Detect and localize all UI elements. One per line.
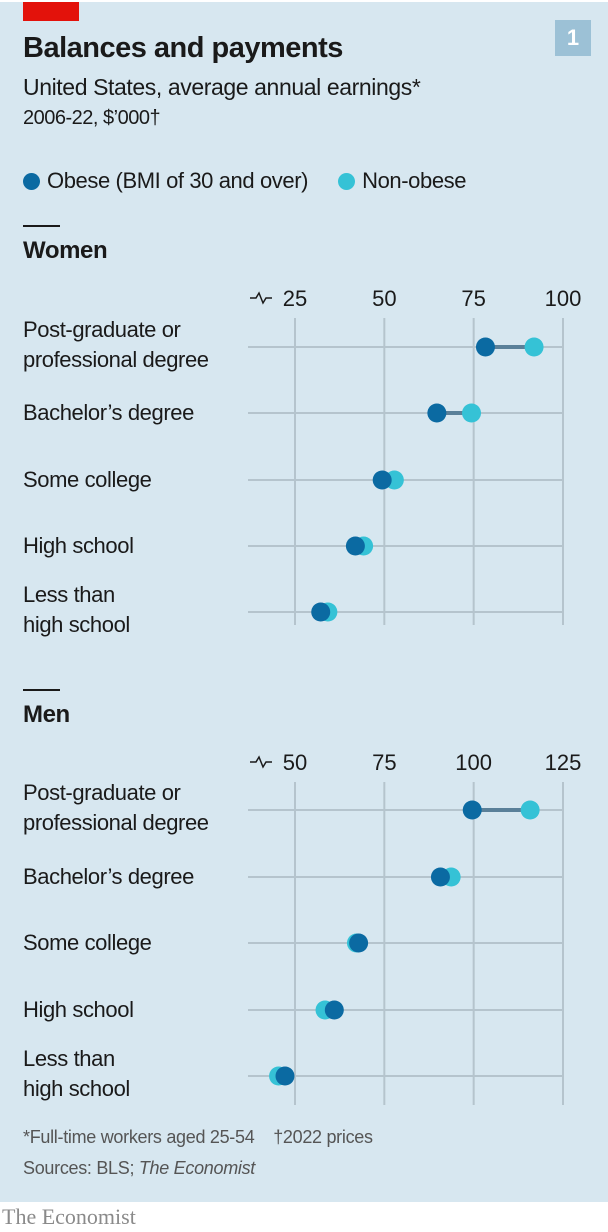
category-label-line: Some college <box>23 930 152 955</box>
dot-obese <box>462 800 482 820</box>
category-label: High school <box>23 531 134 561</box>
category-label-line: high school <box>23 612 130 637</box>
legend-item-non-obese: Non-obese <box>338 168 467 194</box>
dot-obese <box>324 1000 344 1020</box>
axis-break-icon <box>250 755 272 769</box>
footnote-prices: †2022 prices <box>273 1127 373 1147</box>
category-label: Post-graduate or professional degree <box>23 778 209 838</box>
section-title-men: Men <box>23 689 70 728</box>
brand-red-bar <box>23 2 79 21</box>
category-label-line: professional degree <box>23 347 209 372</box>
footnote: *Full-time workers aged 25-54 †2022 pric… <box>23 1127 373 1148</box>
category-label-line: Some college <box>23 467 152 492</box>
chart-subtitle-units: 2006-22, $’000† <box>23 107 161 129</box>
dot-obese <box>427 403 447 423</box>
tick-label: 100 <box>455 750 492 775</box>
legend: Obese (BMI of 30 and over) Non-obese <box>23 168 496 194</box>
tick-label: 100 <box>545 286 582 311</box>
brand-logo: The Economist <box>2 1204 136 1229</box>
dot-obese <box>345 536 365 556</box>
category-label-line: Post-graduate or <box>23 317 181 342</box>
sources: Sources: BLS; The Economist <box>23 1158 255 1179</box>
section-title-women: Women <box>23 225 108 264</box>
legend-label: Non-obese <box>362 168 467 193</box>
chart-panel <box>0 2 608 1202</box>
dot-obese <box>430 867 450 887</box>
tick-label: 50 <box>372 286 396 311</box>
tick-label: 50 <box>283 750 307 775</box>
dot-obese <box>475 337 495 357</box>
chart-subtitle: United States, average annual earnings* <box>23 74 421 100</box>
tick-label: 125 <box>545 750 582 775</box>
category-label-line: Less than <box>23 1046 115 1071</box>
non-obese-swatch-icon <box>338 172 356 190</box>
category-label-line: high school <box>23 1076 130 1101</box>
dot-obese <box>275 1066 295 1086</box>
category-label-line: Bachelor’s degree <box>23 400 194 425</box>
category-label: Bachelor’s degree <box>23 398 194 428</box>
tick-label: 75 <box>461 286 485 311</box>
dot-non-obese <box>524 337 544 357</box>
dot-obese <box>311 602 331 622</box>
dot-non-obese <box>520 800 540 820</box>
tick-label: 75 <box>372 750 396 775</box>
category-label: High school <box>23 995 134 1025</box>
legend-item-obese: Obese (BMI of 30 and over) <box>23 168 308 194</box>
dot-non-obese <box>462 403 482 423</box>
category-label-line: professional degree <box>23 810 209 835</box>
category-label: Bachelor’s degree <box>23 862 194 892</box>
category-label: Post-graduate or professional degree <box>23 315 209 375</box>
category-label-line: High school <box>23 533 134 558</box>
footnote-workers: *Full-time workers aged 25-54 <box>23 1127 255 1147</box>
category-label: Some college <box>23 465 152 495</box>
dot-obese <box>372 470 392 490</box>
legend-label: Obese (BMI of 30 and over) <box>47 168 309 193</box>
category-label-line: Less than <box>23 582 115 607</box>
obese-swatch-icon <box>23 172 40 190</box>
category-label-line: High school <box>23 997 134 1022</box>
category-label-line: Bachelor’s degree <box>23 864 194 889</box>
sources-prefix: Sources: BLS; <box>23 1158 139 1178</box>
dot-obese <box>349 933 369 953</box>
category-label-line: Post-graduate or <box>23 780 181 805</box>
chart-number-badge: 1 <box>555 20 591 56</box>
category-label: Less than high school <box>23 1044 130 1104</box>
chart-title: Balances and payments <box>23 32 343 64</box>
sources-economist: The Economist <box>138 1158 256 1178</box>
tick-label: 25 <box>283 286 307 311</box>
category-label: Less than high school <box>23 580 130 640</box>
axis-break-icon <box>250 291 272 305</box>
category-label: Some college <box>23 928 152 958</box>
